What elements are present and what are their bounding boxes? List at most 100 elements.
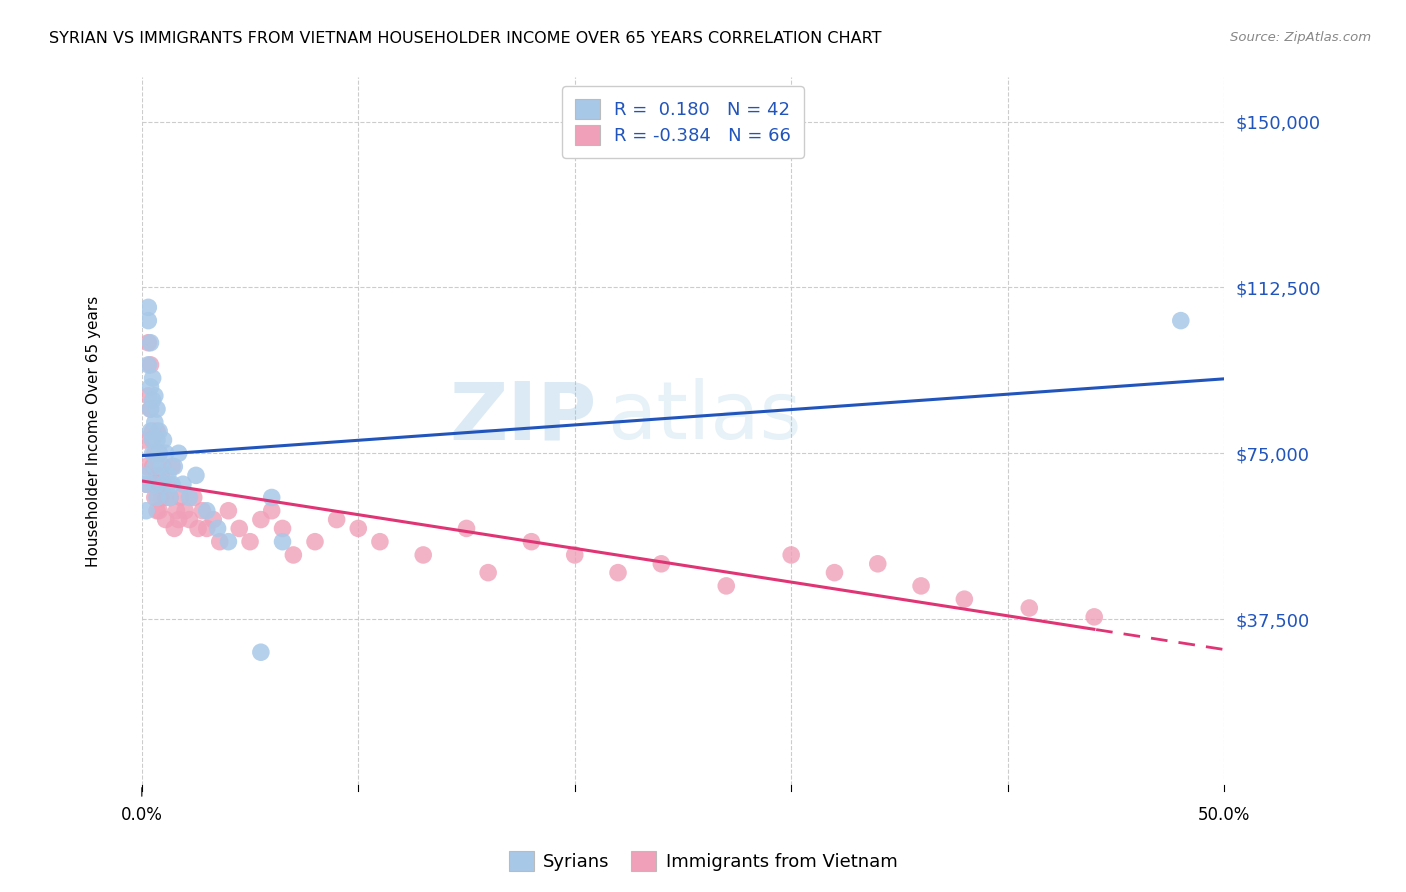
Point <box>172 477 194 491</box>
Point <box>347 521 370 535</box>
Point <box>132 468 155 483</box>
Point <box>139 335 162 350</box>
Point <box>139 402 162 417</box>
Point <box>136 358 159 372</box>
Point <box>136 301 159 315</box>
Point <box>283 548 305 562</box>
Point <box>132 433 155 447</box>
Point <box>143 389 166 403</box>
Point <box>143 415 166 429</box>
Point <box>228 521 250 535</box>
Point <box>159 491 181 505</box>
Text: ZIP: ZIP <box>449 378 596 456</box>
Point <box>146 504 169 518</box>
Point <box>910 579 932 593</box>
Point <box>1083 610 1105 624</box>
Point <box>183 491 205 505</box>
Point <box>260 491 283 505</box>
Point <box>304 534 326 549</box>
Point <box>271 534 294 549</box>
Point <box>250 645 273 659</box>
Text: 0.0%: 0.0% <box>121 806 163 824</box>
Point <box>187 521 209 535</box>
Point <box>150 459 173 474</box>
Point <box>142 424 165 438</box>
Point <box>146 433 169 447</box>
Point <box>477 566 499 580</box>
Point <box>217 534 239 549</box>
Point <box>143 477 166 491</box>
Point <box>564 548 586 562</box>
Point <box>143 459 166 474</box>
Point <box>148 446 170 460</box>
Point <box>208 534 231 549</box>
Point <box>1170 313 1192 327</box>
Point <box>142 433 165 447</box>
Point <box>456 521 478 535</box>
Point <box>155 446 177 460</box>
Point <box>135 504 157 518</box>
Point <box>824 566 846 580</box>
Point <box>953 592 976 607</box>
Point <box>146 468 169 483</box>
Point <box>146 402 169 417</box>
Point <box>650 557 672 571</box>
Point <box>184 468 207 483</box>
Point <box>1018 601 1040 615</box>
Point <box>152 477 174 491</box>
Point <box>163 459 186 474</box>
Point <box>412 548 434 562</box>
Point <box>159 491 181 505</box>
Text: 50.0%: 50.0% <box>1198 806 1250 824</box>
Point <box>143 446 166 460</box>
Point <box>148 424 170 438</box>
Point <box>195 521 218 535</box>
Point <box>148 446 170 460</box>
Point <box>368 534 391 549</box>
Point <box>135 477 157 491</box>
Point <box>160 477 183 491</box>
Point <box>607 566 630 580</box>
Point <box>160 459 183 474</box>
Point <box>260 504 283 518</box>
Point <box>179 512 201 526</box>
Point <box>716 579 738 593</box>
Point <box>152 459 174 474</box>
Point <box>146 424 169 438</box>
Point <box>142 459 165 474</box>
Text: Householder Income Over 65 years: Householder Income Over 65 years <box>86 295 101 566</box>
Point <box>166 504 188 518</box>
Point <box>142 446 165 460</box>
Point <box>325 512 347 526</box>
Point <box>152 433 174 447</box>
Point <box>143 491 166 505</box>
Point <box>866 557 889 571</box>
Point <box>142 393 165 408</box>
Point <box>136 313 159 327</box>
Point <box>139 424 162 438</box>
Point <box>136 389 159 403</box>
Point <box>217 504 239 518</box>
Legend: R =  0.180   N = 42, R = -0.384   N = 66: R = 0.180 N = 42, R = -0.384 N = 66 <box>562 87 804 158</box>
Point <box>195 504 218 518</box>
Point <box>139 402 162 417</box>
Point <box>163 521 186 535</box>
Point <box>146 491 169 505</box>
Point <box>167 446 190 460</box>
Legend: Syrians, Immigrants from Vietnam: Syrians, Immigrants from Vietnam <box>502 844 904 879</box>
Text: atlas: atlas <box>607 378 801 456</box>
Point <box>780 548 803 562</box>
Text: SYRIAN VS IMMIGRANTS FROM VIETNAM HOUSEHOLDER INCOME OVER 65 YEARS CORRELATION C: SYRIAN VS IMMIGRANTS FROM VIETNAM HOUSEH… <box>49 31 882 46</box>
Point <box>155 512 177 526</box>
Point <box>148 504 170 518</box>
Point <box>150 468 173 483</box>
Point <box>155 491 177 505</box>
Point <box>520 534 543 549</box>
Text: Source: ZipAtlas.com: Source: ZipAtlas.com <box>1230 31 1371 45</box>
Point <box>170 491 193 505</box>
Point <box>250 512 273 526</box>
Point <box>136 335 159 350</box>
Point <box>271 521 294 535</box>
Point <box>142 433 165 447</box>
Point <box>202 512 225 526</box>
